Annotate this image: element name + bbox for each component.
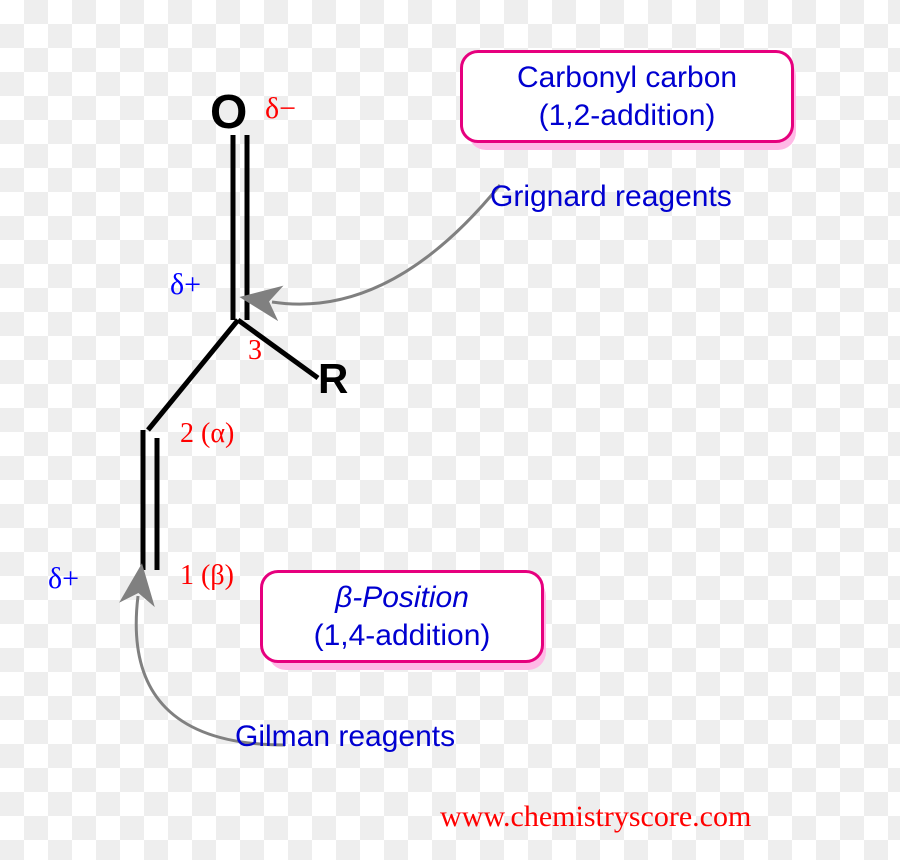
- box-carbonyl-line1: Carbonyl carbon: [517, 61, 737, 94]
- box-beta: β-Position (1,4-addition): [260, 570, 544, 663]
- box-carbonyl-line2: (1,2-addition): [539, 99, 716, 132]
- label-grignard: Grignard reagents: [490, 180, 732, 214]
- bond-c3-c2: [148, 320, 238, 430]
- delta-minus-o: δ−: [265, 92, 296, 126]
- position-label-c1: 1 (β): [180, 560, 234, 592]
- box-beta-line2: (1,4-addition): [314, 619, 491, 652]
- arrow-grignard: [272, 185, 500, 304]
- site-url: www.chemistryscore.com: [440, 800, 751, 834]
- label-gilman: Gilman reagents: [235, 720, 455, 754]
- atom-r-group: R: [318, 355, 348, 403]
- position-label-c2: 2 (α): [180, 418, 234, 450]
- diagram-canvas: O R δ− δ+ δ+ 3 2 (α) 1 (β) Carbonyl carb…: [0, 0, 900, 860]
- delta-plus-c1: δ+: [48, 562, 79, 596]
- box-beta-line1: β-Position: [335, 581, 469, 614]
- atom-oxygen: O: [210, 85, 247, 140]
- position-label-c3: 3: [248, 335, 262, 367]
- delta-plus-c3: δ+: [170, 268, 201, 302]
- box-carbonyl: Carbonyl carbon (1,2-addition): [460, 50, 794, 143]
